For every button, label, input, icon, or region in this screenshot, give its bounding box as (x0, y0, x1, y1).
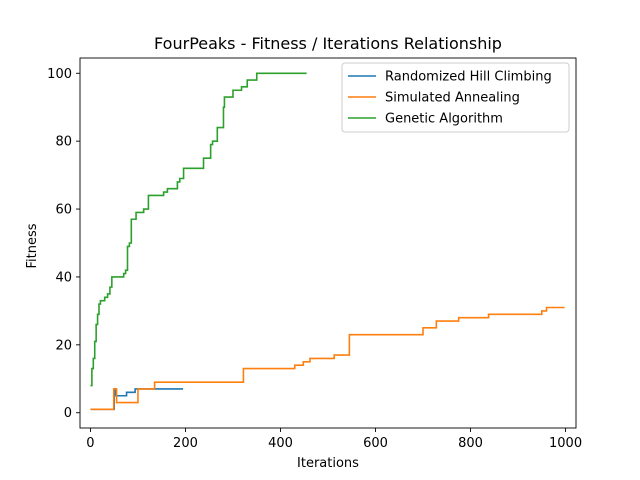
y-axis: 0 20 40 60 80 100 (47, 67, 80, 421)
x-axis-label: Iterations (297, 456, 359, 471)
y-tick-label: 0 (64, 406, 72, 421)
x-tick-label: 800 (458, 436, 483, 451)
x-tick-label: 200 (173, 436, 198, 451)
y-tick-label: 60 (55, 203, 72, 218)
x-tick-label: 0 (86, 436, 94, 451)
series-line-2 (90, 72, 307, 387)
plot-area (79, 57, 577, 429)
y-tick-label: 100 (47, 67, 72, 82)
x-axis: 0 200 400 600 800 1000 (86, 428, 582, 451)
x-tick-label: 600 (363, 436, 388, 451)
series-line-1 (90, 306, 565, 411)
axes-frame (79, 57, 577, 429)
legend-label-0: Randomized Hill Climbing (385, 70, 552, 85)
y-tick-label: 20 (55, 338, 72, 353)
y-tick-label: 80 (55, 135, 72, 150)
chart-title: FourPeaks - Fitness / Iterations Relatio… (154, 34, 502, 53)
legend-box (341, 62, 570, 133)
x-tick-label: 1000 (549, 436, 582, 451)
legend-label-1: Simulated Annealing (385, 91, 520, 106)
legend: Randomized Hill Climbing Simulated Anneal… (341, 62, 570, 133)
y-axis-label: Fitness (25, 223, 40, 268)
x-tick-label: 400 (268, 436, 293, 451)
y-tick-label: 40 (55, 270, 72, 285)
legend-label-2: Genetic Algorithm (385, 112, 503, 127)
